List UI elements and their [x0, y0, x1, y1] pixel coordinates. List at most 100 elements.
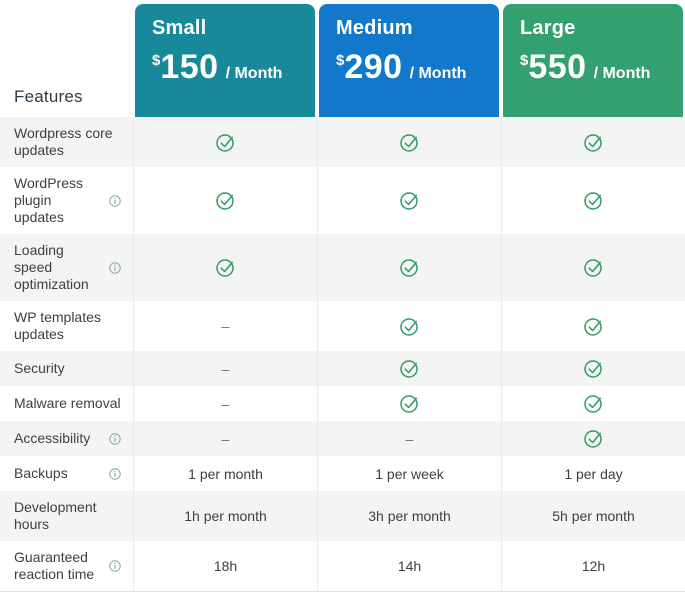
- value-text: 1h per month: [184, 508, 267, 524]
- value-cell: 1 per month: [133, 456, 317, 491]
- value-text: 1 per week: [375, 465, 444, 482]
- table-row: Development hours 1h per month 3h per mon…: [0, 491, 685, 541]
- feature-cell: WordPress plugin updates: [0, 167, 133, 234]
- table-row: Guaranteed reaction time 18h 14h 12h: [0, 541, 685, 591]
- value-cell: [317, 117, 501, 167]
- value-cell: [317, 351, 501, 386]
- features-column-header: Features: [14, 87, 83, 106]
- value-cell: [501, 386, 685, 421]
- check-circle-icon: [398, 315, 421, 338]
- value-cell: [501, 351, 685, 386]
- check-circle-icon: [398, 256, 421, 279]
- check-circle-icon: [398, 131, 421, 154]
- table-row: Malware removal –: [0, 386, 685, 421]
- currency-symbol: $: [152, 52, 161, 69]
- value-cell: –: [133, 301, 317, 351]
- check-circle-icon: [398, 357, 421, 380]
- feature-label: Development hours: [14, 499, 97, 532]
- check-circle-icon: [582, 189, 605, 212]
- dash-icon: –: [221, 430, 230, 447]
- value-text: 18h: [213, 558, 238, 574]
- info-circle-icon[interactable]: [109, 432, 121, 445]
- check-circle-icon: [214, 189, 237, 212]
- value-cell: [501, 301, 685, 351]
- value-text: 5h per month: [552, 508, 635, 524]
- price-period: / Month: [593, 65, 651, 82]
- plan-header-card-small: Small $ 150 / Month: [135, 4, 315, 117]
- value-text: 1 per day: [564, 465, 623, 482]
- value-text: 12h: [581, 558, 606, 574]
- feature-label: WordPress plugin updates: [14, 175, 83, 225]
- value-text: 14h: [397, 558, 422, 574]
- feature-label: Loading speed optimization: [14, 242, 89, 292]
- value-cell: [501, 117, 685, 167]
- check-circle-icon: [398, 189, 421, 212]
- value-cell: 3h per month: [317, 491, 501, 541]
- value-text: 3h per month: [368, 508, 451, 524]
- feature-cell: Malware removal: [0, 386, 133, 421]
- value-cell: [501, 421, 685, 456]
- value-cell: [133, 234, 317, 301]
- value-cell: 1 per day: [501, 456, 685, 491]
- table-header: Features Small $ 150 / Month Medium $ 29…: [0, 0, 685, 117]
- check-circle-icon: [214, 131, 237, 154]
- value-cell: 12h: [501, 541, 685, 591]
- value-cell: 1h per month: [133, 491, 317, 541]
- feature-cell: Development hours: [0, 491, 133, 541]
- info-circle-icon[interactable]: [109, 261, 121, 274]
- info-circle-icon[interactable]: [109, 194, 121, 207]
- feature-cell: Accessibility: [0, 421, 133, 456]
- table-row: WordPress plugin updates: [0, 167, 685, 234]
- feature-cell: Guaranteed reaction time: [0, 541, 133, 591]
- value-cell: 1 per week: [317, 456, 501, 491]
- table-row: Loading speed optimization: [0, 234, 685, 301]
- check-circle-icon: [582, 131, 605, 154]
- feature-cell: WP templates updates: [0, 301, 133, 351]
- value-cell: [317, 386, 501, 421]
- info-circle-icon[interactable]: [109, 560, 121, 572]
- dash-icon: –: [221, 360, 230, 377]
- feature-cell: Backups: [0, 456, 133, 491]
- price-period: / Month: [409, 65, 467, 82]
- value-cell: 14h: [317, 541, 501, 591]
- value-cell: [133, 117, 317, 167]
- feature-label: Guaranteed reaction time: [14, 549, 95, 582]
- table-row: Accessibility – –: [0, 421, 685, 456]
- value-cell: [501, 234, 685, 301]
- value-cell: 18h: [133, 541, 317, 591]
- check-circle-icon: [582, 392, 605, 415]
- info-circle-icon[interactable]: [109, 467, 121, 480]
- currency-symbol: $: [520, 52, 529, 69]
- price-period: / Month: [225, 65, 283, 82]
- feature-label: Security: [14, 360, 65, 376]
- feature-label: Backups: [14, 465, 68, 481]
- price-amount: 550: [528, 48, 587, 86]
- feature-label: Malware removal: [14, 395, 121, 411]
- check-circle-icon: [582, 256, 605, 279]
- feature-label: Wordpress core updates: [14, 125, 113, 158]
- table-row: Backups 1 per month 1 per week 1 per day: [0, 456, 685, 491]
- check-circle-icon: [214, 256, 237, 279]
- value-cell: –: [133, 421, 317, 456]
- value-cell: [317, 234, 501, 301]
- feature-label: WP templates updates: [14, 309, 101, 342]
- check-circle-icon: [582, 427, 605, 450]
- check-circle-icon: [582, 315, 605, 338]
- table-row: Security –: [0, 351, 685, 386]
- price-amount: 150: [160, 48, 219, 86]
- value-cell: [317, 301, 501, 351]
- value-cell: [317, 167, 501, 234]
- value-cell: [501, 167, 685, 234]
- feature-label: Accessibility: [14, 430, 91, 446]
- plan-price: $ 150 / Month: [152, 50, 305, 84]
- dash-icon: –: [221, 318, 230, 334]
- check-circle-icon: [582, 357, 605, 380]
- feature-cell: Wordpress core updates: [0, 117, 133, 167]
- pricing-comparison-table: Features Small $ 150 / Month Medium $ 29…: [0, 0, 685, 592]
- value-cell: –: [133, 351, 317, 386]
- plan-name: Large: [520, 17, 576, 39]
- plan-price: $ 290 / Month: [336, 50, 489, 84]
- value-text: 1 per month: [188, 465, 263, 482]
- table-row: Wordpress core updates: [0, 117, 685, 167]
- value-cell: –: [317, 421, 501, 456]
